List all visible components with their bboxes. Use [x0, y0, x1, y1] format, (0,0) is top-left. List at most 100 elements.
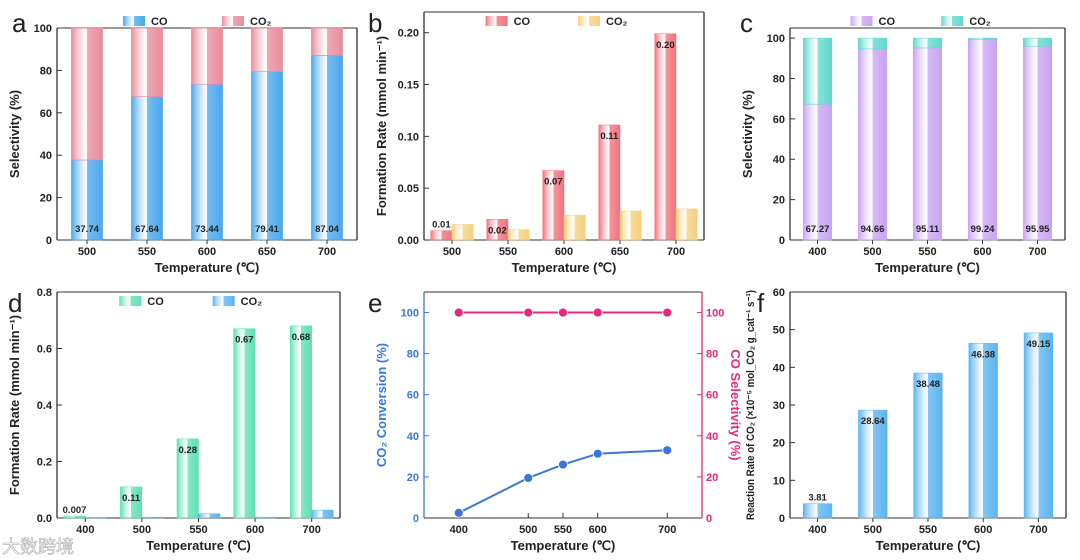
x-tick-label: 500	[78, 246, 96, 258]
y-tick-label: 0.05	[398, 183, 419, 195]
bar-co	[654, 33, 677, 241]
y-tick-label: 60	[407, 390, 419, 402]
legend-swatch	[485, 16, 508, 26]
data-label: 0.20	[656, 40, 675, 51]
x-tick-label: 600	[589, 524, 607, 536]
bar-co	[1022, 46, 1053, 241]
legend-label: CO₂	[241, 296, 263, 308]
bar-co	[451, 224, 474, 241]
data-label: 0.02	[488, 225, 507, 236]
panel-a: a 0 20 40 60 80 100 Temperature (℃) Selectivity …	[7, 8, 358, 275]
legend-swatch	[222, 16, 244, 26]
x-tick-label: 400	[76, 524, 94, 536]
data-label: 0.68	[292, 332, 311, 343]
data-label: 73.44	[195, 224, 219, 235]
data-label: 0.11	[122, 493, 141, 504]
bar-reactionrate	[1023, 332, 1054, 519]
data-label: 49.15	[1027, 339, 1051, 350]
data-label: 0.28	[178, 445, 197, 456]
y-tick-label: 0	[779, 235, 785, 247]
bar-co	[912, 37, 943, 49]
legend-swatch	[123, 16, 145, 26]
y-right-tick-label: 60	[706, 390, 718, 402]
data-label: 67.27	[806, 224, 830, 235]
bar-co	[191, 84, 223, 241]
x-tick-label: 500	[519, 524, 537, 536]
x-tick-label: 700	[658, 524, 676, 536]
series-line	[458, 449, 668, 514]
y-tick-label: 80	[40, 65, 52, 77]
x-tick-label: 500	[133, 524, 151, 536]
y-tick-label: 20	[773, 195, 785, 207]
bar-co	[967, 37, 998, 40]
bar-co	[857, 48, 888, 241]
data-point	[453, 507, 464, 518]
legend-swatch	[212, 296, 235, 306]
panel-label: c	[740, 8, 753, 38]
y-tick-label: 80	[773, 73, 785, 85]
legend-swatch	[578, 16, 600, 26]
watermark: 大数跨境	[2, 537, 74, 555]
y-tick-label: 100	[401, 308, 419, 320]
legend-label: CO	[151, 16, 168, 28]
panel-e: e 0 0 20 20 40 40 60 60 80 80 100 100 Temperature (℃)…	[368, 288, 743, 553]
y-tick-label: 100	[34, 23, 52, 35]
data-label: 37.74	[75, 224, 99, 235]
bar-co	[63, 515, 86, 519]
x-tick-label: 400	[450, 524, 468, 536]
data-label: 95.11	[916, 224, 940, 235]
bar-co	[802, 103, 833, 241]
bar-co	[1022, 37, 1053, 47]
x-axis-title: Temperature (℃)	[511, 538, 616, 553]
y-tick-label: 20	[773, 438, 785, 450]
y-tick-label: 0	[46, 235, 52, 247]
legend-label: CO₂	[969, 16, 991, 28]
bar-co	[430, 230, 453, 241]
panel-f: f 0 10 20 30 40 50 60 Temperature (℃) Reaction Ra…	[745, 287, 1067, 553]
x-tick-label: 500	[863, 246, 881, 258]
y-tick-label: 0.15	[398, 80, 419, 92]
bar-co	[598, 124, 621, 241]
x-tick-label: 700	[1028, 246, 1046, 258]
bar-co	[311, 55, 343, 241]
data-label: 0.07	[544, 177, 563, 188]
y-tick-label: 10	[773, 475, 785, 487]
data-point	[662, 307, 673, 318]
bar-co	[254, 516, 277, 519]
y-tick-label: 0.10	[398, 131, 419, 143]
x-tick-label: 700	[667, 246, 685, 258]
bar-co	[71, 159, 103, 241]
y-right-tick-label: 100	[706, 308, 724, 320]
data-point	[592, 307, 603, 318]
y-tick-label: 60	[773, 287, 785, 299]
bar-co	[563, 214, 586, 241]
bar-co	[802, 37, 833, 105]
x-tick-label: 600	[198, 246, 216, 258]
x-tick-label: 550	[138, 246, 156, 258]
bar-co	[191, 27, 223, 85]
bar-co	[141, 516, 164, 519]
y-tick-label: 0.8	[37, 287, 52, 299]
legend-swatch	[850, 16, 873, 26]
data-label: 0.007	[63, 505, 87, 516]
data-label: 0.67	[235, 335, 254, 346]
y-axis-title: Formation Rate (mmol min⁻¹)	[7, 315, 22, 495]
data-point	[453, 307, 464, 318]
legend-label: CO	[147, 296, 164, 308]
data-label: 99.24	[971, 224, 995, 235]
y-tick-label: 40	[407, 431, 419, 443]
bar-co	[131, 96, 163, 241]
bar-reactionrate	[802, 503, 833, 519]
panel-b: b 0.00 0.05 0.10 0.15 0.20 Temperature (℃) Form…	[368, 8, 705, 275]
bar-co	[311, 509, 334, 519]
panel-d: d 0.0 0.2 0.4 0.6 0.8 Temperature (℃) Formation…	[7, 287, 341, 553]
y-tick-label: 0.6	[37, 344, 52, 356]
y-right-tick-label: 0	[706, 513, 712, 525]
y-axis-title: Reaction Rate of CO₂ (×10⁻⁵ mol_CO₂ g_ca…	[745, 290, 757, 520]
y-axis-title: Formation Rate (mmol min⁻¹)	[374, 36, 389, 216]
bar-co	[120, 486, 143, 519]
bar-co	[233, 328, 256, 519]
y-tick-label: 0.00	[398, 235, 419, 247]
x-tick-label: 400	[808, 246, 826, 258]
data-point	[662, 445, 673, 456]
